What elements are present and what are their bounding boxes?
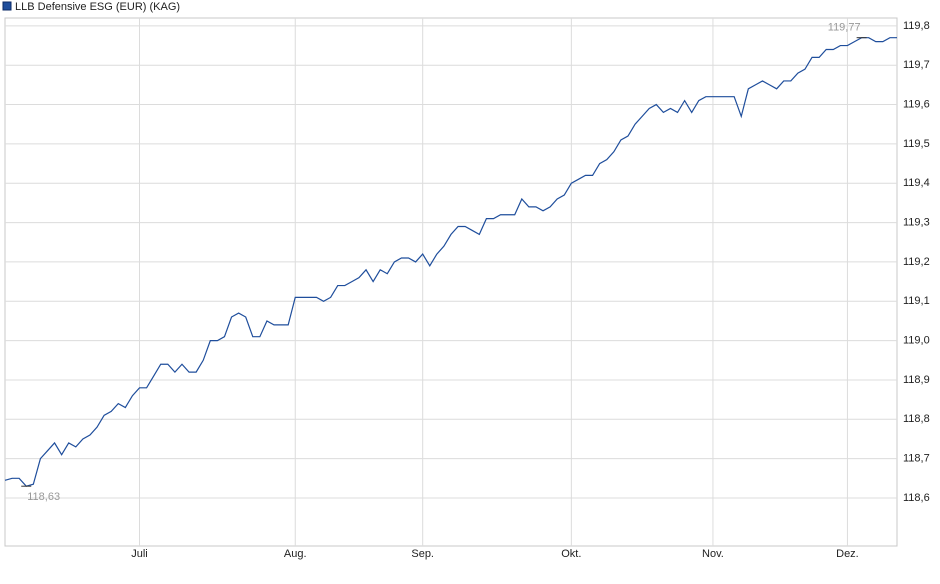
y-tick-label: 118,6 bbox=[903, 492, 930, 504]
y-tick-label: 119,8 bbox=[903, 20, 930, 32]
legend-swatch bbox=[2, 1, 12, 11]
y-tick-label: 119,1 bbox=[903, 295, 930, 307]
price-line bbox=[4, 37, 897, 487]
y-tick-label: 119,0 bbox=[903, 335, 930, 347]
plot-frame bbox=[4, 17, 898, 547]
x-tick-label: Juli bbox=[131, 548, 148, 560]
annotation-label: 118,63 bbox=[27, 491, 60, 503]
x-tick-label: Okt. bbox=[561, 548, 581, 560]
y-tick-label: 118,7 bbox=[903, 453, 930, 465]
annotation-label: 119,77 bbox=[828, 22, 861, 34]
legend-label: LLB Defensive ESG (EUR) (KAG) bbox=[15, 1, 180, 13]
y-tick-label: 118,8 bbox=[903, 413, 930, 425]
x-tick-label: Sep. bbox=[411, 548, 434, 560]
x-tick-label: Dez. bbox=[836, 548, 859, 560]
y-tick-label: 119,4 bbox=[903, 177, 930, 189]
y-tick-label: 119,7 bbox=[903, 59, 930, 71]
y-tick-label: 118,9 bbox=[903, 374, 930, 386]
y-tick-label: 119,5 bbox=[903, 138, 930, 150]
x-tick-label: Nov. bbox=[702, 548, 724, 560]
y-tick-label: 119,6 bbox=[903, 98, 930, 110]
y-tick-label: 119,3 bbox=[903, 216, 930, 228]
y-tick-label: 119,2 bbox=[903, 256, 930, 268]
x-tick-label: Aug. bbox=[284, 548, 307, 560]
